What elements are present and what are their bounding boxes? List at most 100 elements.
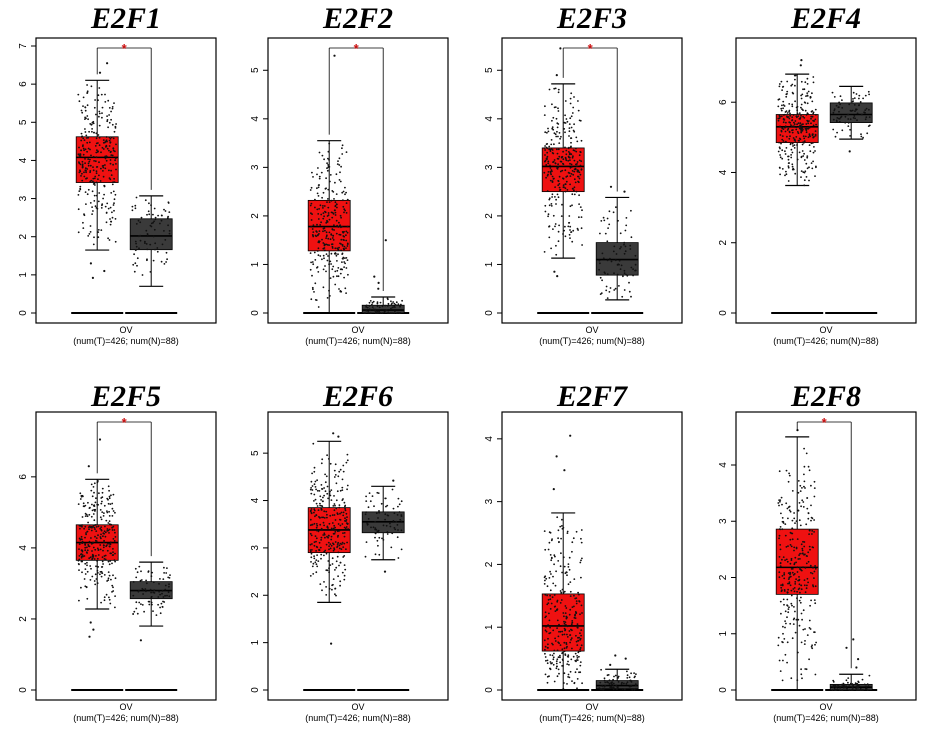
data-point bbox=[544, 154, 546, 156]
data-point bbox=[569, 634, 572, 636]
data-point bbox=[347, 273, 349, 276]
data-point bbox=[327, 458, 330, 460]
data-point bbox=[607, 227, 609, 230]
data-point bbox=[809, 150, 812, 153]
data-point bbox=[849, 682, 852, 685]
data-point bbox=[82, 221, 84, 224]
data-point bbox=[375, 528, 378, 531]
data-point bbox=[79, 539, 82, 541]
data-point bbox=[392, 520, 395, 522]
data-point bbox=[635, 673, 637, 675]
data-point bbox=[801, 108, 803, 110]
data-point bbox=[801, 123, 803, 126]
data-point bbox=[103, 530, 106, 533]
data-point bbox=[329, 547, 332, 550]
data-point bbox=[815, 113, 817, 116]
data-point bbox=[108, 495, 111, 498]
data-point bbox=[610, 260, 613, 263]
data-point bbox=[333, 524, 336, 527]
data-point bbox=[80, 494, 83, 497]
data-point bbox=[152, 259, 155, 262]
series-normal bbox=[595, 185, 639, 301]
data-point bbox=[113, 177, 115, 180]
data-point bbox=[313, 493, 316, 496]
data-point bbox=[79, 492, 82, 495]
data-point bbox=[80, 586, 82, 589]
data-point bbox=[543, 530, 546, 532]
data-point bbox=[571, 550, 573, 553]
y-tick-label: 3 bbox=[718, 518, 729, 524]
data-point bbox=[796, 109, 799, 112]
data-point bbox=[796, 105, 799, 108]
data-point bbox=[110, 220, 112, 223]
data-point bbox=[153, 228, 156, 231]
data-point bbox=[168, 595, 171, 598]
data-point bbox=[84, 512, 87, 515]
data-point bbox=[783, 572, 786, 574]
data-point bbox=[778, 534, 781, 537]
data-point bbox=[866, 683, 869, 685]
data-point bbox=[568, 676, 571, 679]
data-point bbox=[377, 492, 380, 494]
data-point bbox=[790, 589, 793, 592]
data-point bbox=[789, 562, 792, 565]
data-point bbox=[91, 509, 94, 512]
data-point bbox=[80, 149, 82, 152]
data-point bbox=[782, 117, 785, 120]
data-point bbox=[789, 544, 792, 546]
data-point bbox=[83, 527, 85, 530]
data-point bbox=[161, 243, 164, 246]
data-point bbox=[813, 519, 815, 521]
data-point bbox=[91, 130, 93, 133]
data-point bbox=[832, 128, 835, 131]
data-point bbox=[779, 670, 782, 672]
data-point bbox=[95, 555, 97, 557]
data-point bbox=[90, 489, 93, 492]
data-point bbox=[565, 624, 567, 626]
data-point bbox=[813, 577, 815, 579]
data-point bbox=[310, 487, 312, 489]
data-point bbox=[332, 191, 335, 193]
data-point bbox=[556, 148, 558, 151]
data-point bbox=[112, 574, 114, 577]
data-point bbox=[101, 572, 104, 574]
data-point bbox=[313, 466, 316, 469]
data-point bbox=[333, 229, 335, 231]
data-point bbox=[160, 602, 163, 605]
data-point bbox=[393, 302, 396, 305]
data-point bbox=[782, 598, 785, 601]
data-point bbox=[847, 121, 850, 124]
data-point bbox=[561, 630, 564, 633]
data-point bbox=[786, 560, 789, 563]
data-point bbox=[79, 169, 81, 172]
data-point bbox=[782, 140, 785, 142]
data-point bbox=[105, 221, 108, 224]
data-point bbox=[564, 612, 567, 614]
data-point bbox=[102, 546, 105, 549]
data-point bbox=[394, 528, 397, 531]
data-point bbox=[548, 577, 551, 579]
data-point bbox=[568, 130, 571, 133]
data-point bbox=[164, 594, 167, 597]
data-point bbox=[552, 161, 554, 164]
data-point bbox=[576, 140, 579, 143]
y-tick-label: 2 bbox=[484, 561, 495, 567]
panel-title: E2F4 bbox=[790, 2, 861, 35]
data-point bbox=[320, 553, 323, 556]
data-point bbox=[105, 145, 108, 148]
data-point bbox=[544, 673, 547, 676]
data-point bbox=[365, 541, 368, 543]
data-point bbox=[814, 150, 816, 152]
data-point bbox=[577, 651, 580, 654]
data-point bbox=[564, 114, 566, 117]
data-point bbox=[791, 142, 794, 145]
data-point bbox=[326, 535, 328, 538]
series-normal bbox=[129, 195, 173, 287]
data-point bbox=[544, 616, 547, 619]
data-point bbox=[98, 192, 101, 194]
data-point bbox=[555, 667, 558, 670]
data-point bbox=[90, 483, 93, 486]
data-point bbox=[558, 186, 561, 189]
data-point bbox=[814, 118, 817, 121]
data-point bbox=[365, 495, 367, 498]
